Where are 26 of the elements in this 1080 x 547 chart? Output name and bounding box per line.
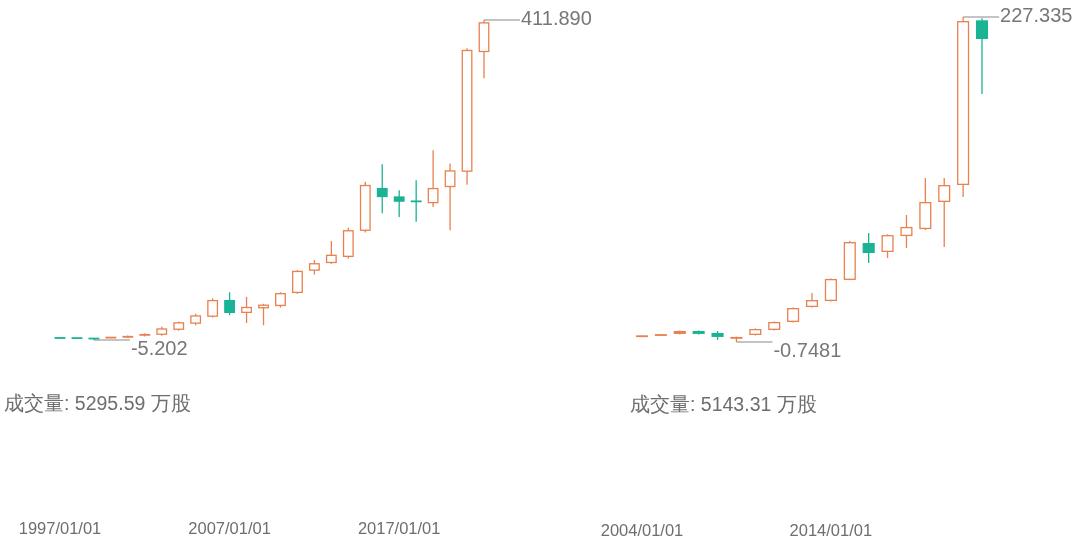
text: 411.890: [521, 7, 592, 30]
candlestick: [938, 177, 951, 248]
candlestick: [292, 269, 303, 295]
x-tick-label: 2017/01/01: [357, 519, 441, 537]
x-tick-label: 1997/01/01: [18, 519, 102, 537]
candlestick: [862, 232, 875, 264]
candlestick: [325, 240, 337, 265]
x-tick-label: 2004/01/01: [600, 521, 684, 539]
text: 227.335: [1000, 4, 1073, 27]
candlestick: [224, 291, 236, 316]
x-tick-label: 2007/01/01: [188, 519, 271, 537]
annotation: -5.202: [130, 337, 188, 360]
candlestick: [427, 149, 439, 208]
annotation: -0.7481: [773, 339, 842, 362]
candlestick: [975, 17, 989, 95]
candlestick: [376, 163, 388, 214]
candlestick: [410, 179, 422, 223]
candlestick: [207, 297, 219, 319]
candlestick: [881, 233, 894, 259]
x-tick-label: 2014/01/01: [789, 521, 873, 539]
candlestick: [900, 214, 913, 249]
text: 成交量: 5295.59 万股: [4, 392, 191, 414]
text: 成交量: 5143.31 万股: [630, 393, 817, 415]
candlestick: [241, 296, 252, 324]
candlestick: [393, 189, 405, 218]
candlestick: [444, 162, 456, 231]
